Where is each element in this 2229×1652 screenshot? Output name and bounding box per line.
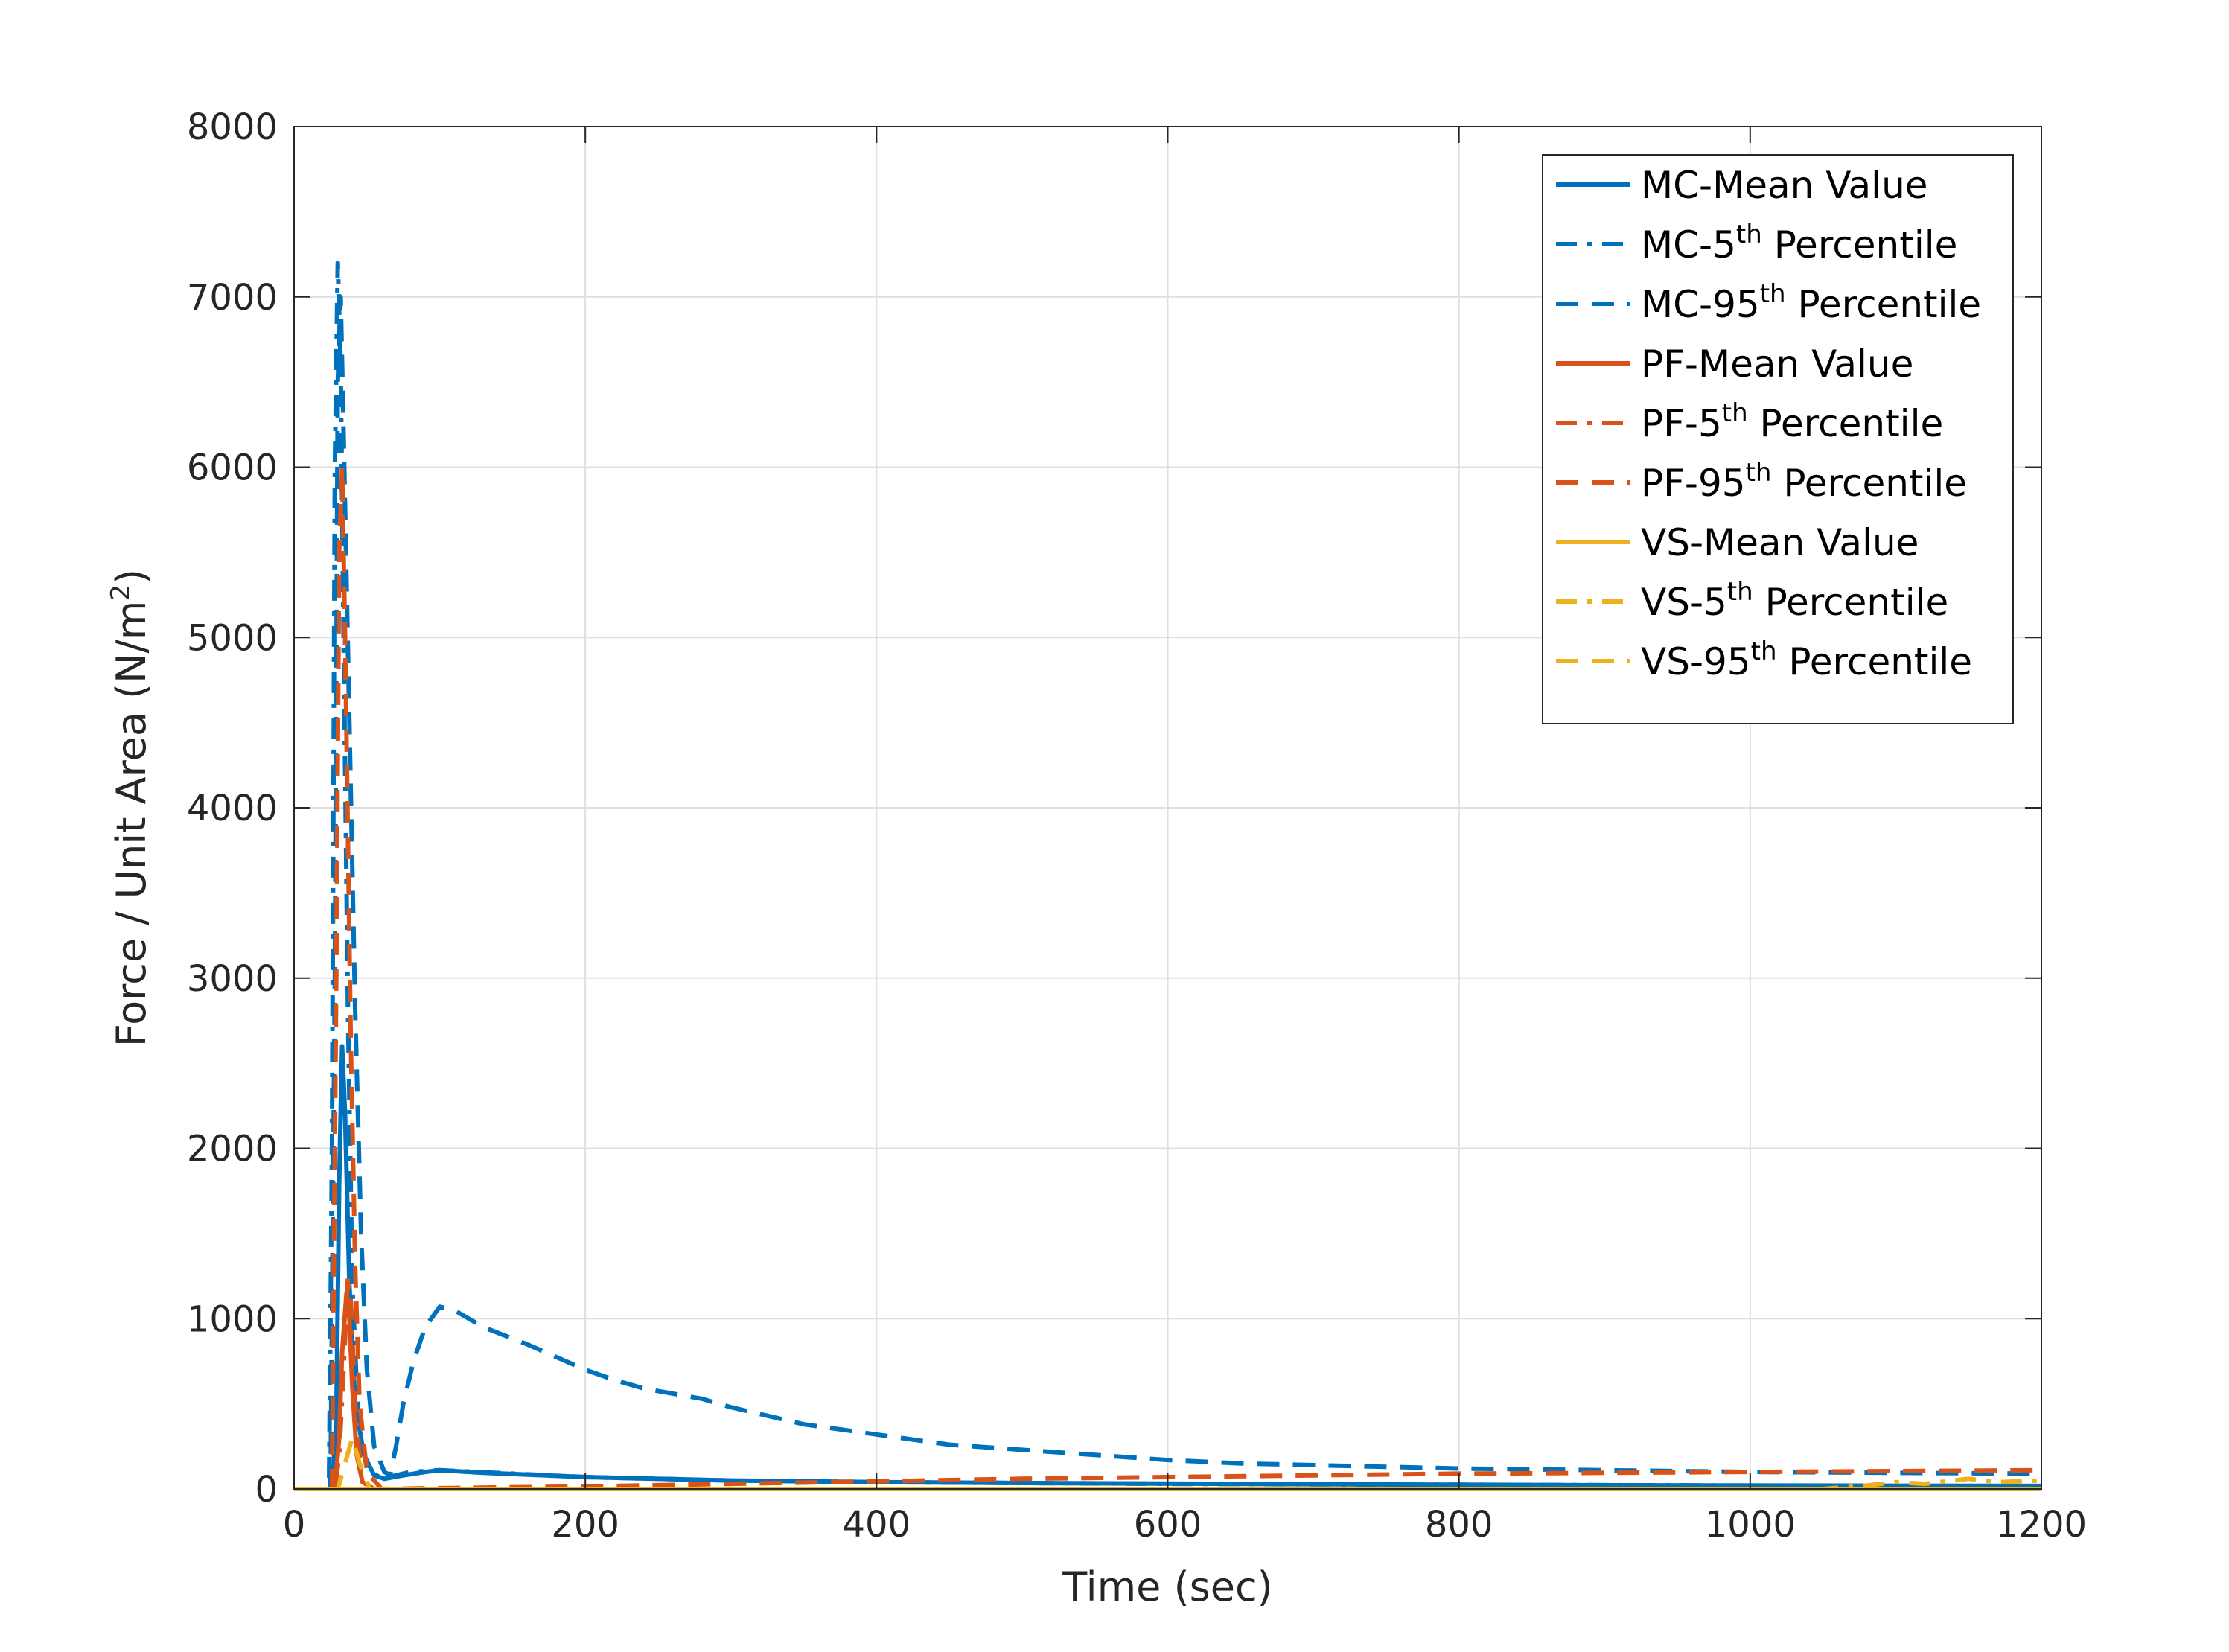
x-axis-title: Time (sec) bbox=[1062, 1563, 1273, 1610]
legend-entry-suffix: Percentile bbox=[1762, 223, 1958, 267]
y-tick-label: 8000 bbox=[187, 106, 278, 148]
legend-entry-suffix: Percentile bbox=[1786, 283, 1982, 326]
legend-entry-sup: th bbox=[1727, 577, 1753, 607]
y-tick-label: 6000 bbox=[187, 447, 278, 489]
x-tick-label: 800 bbox=[1425, 1504, 1493, 1546]
x-tick-label: 200 bbox=[551, 1504, 619, 1546]
y-axis-title: Force / Unit Area (N/m2) bbox=[106, 569, 155, 1047]
legend-entry-prefix: PF-Mean Value bbox=[1641, 342, 1913, 386]
y-tick-label: 3000 bbox=[187, 958, 278, 1000]
legend-entry-3: PF-Mean Value bbox=[1641, 342, 1913, 386]
legend-entry-sup: th bbox=[1751, 637, 1777, 666]
legend-entry-prefix: MC-5 bbox=[1641, 223, 1736, 267]
x-tick-label: 600 bbox=[1134, 1504, 1202, 1546]
x-tick-label: 1000 bbox=[1705, 1504, 1796, 1546]
legend-entry-sup: th bbox=[1722, 398, 1748, 428]
x-tick-label: 400 bbox=[843, 1504, 911, 1546]
y-tick-label: 2000 bbox=[187, 1129, 278, 1170]
legend-entry-suffix: Percentile bbox=[1748, 402, 1944, 445]
legend-entry-suffix: Percentile bbox=[1753, 581, 1949, 624]
legend-entry-0: MC-Mean Value bbox=[1641, 164, 1928, 207]
legend-entry-prefix: VS-5 bbox=[1641, 581, 1727, 624]
legend-entry-sup: th bbox=[1736, 220, 1762, 249]
y-axis-title-sup: 2 bbox=[106, 584, 135, 601]
y-tick-label: 0 bbox=[255, 1469, 278, 1511]
legend-entry-7: VS-5th Percentile bbox=[1641, 577, 1948, 624]
legend-entry-prefix: MC-Mean Value bbox=[1641, 164, 1928, 207]
legend-entry-prefix: PF-95 bbox=[1641, 462, 1746, 505]
x-tick-label: 0 bbox=[283, 1504, 306, 1546]
legend-entry-prefix: MC-95 bbox=[1641, 283, 1760, 326]
y-tick-label: 4000 bbox=[187, 788, 278, 829]
y-tick-label: 1000 bbox=[187, 1298, 278, 1340]
legend-entry-sup: th bbox=[1746, 458, 1772, 488]
legend-entry-2: MC-95th Percentile bbox=[1641, 279, 1981, 326]
legend-entry-5: PF-95th Percentile bbox=[1641, 458, 1967, 505]
legend-entry-4: PF-5th Percentile bbox=[1641, 398, 1943, 445]
legend-entry-1: MC-5th Percentile bbox=[1641, 220, 1957, 267]
legend-entry-prefix: PF-5 bbox=[1641, 402, 1722, 445]
axis-ticks: 0 200 400 600 800 1000 1200 0 1000 2000 3000 4000 50… bbox=[187, 106, 2087, 1546]
legend-entry-6: VS-Mean Value bbox=[1641, 521, 1919, 564]
y-tick-label: 7000 bbox=[187, 277, 278, 319]
legend-entry-prefix: VS-Mean Value bbox=[1641, 521, 1919, 564]
y-axis-title-tail: ) bbox=[108, 569, 155, 584]
y-axis-title-main: Force / Unit Area (N/m bbox=[108, 601, 155, 1047]
legend-entry-sup: th bbox=[1760, 279, 1786, 309]
series-line-4 bbox=[294, 1274, 2041, 1491]
series-line-2 bbox=[294, 294, 2042, 1491]
legend-entry-suffix: Percentile bbox=[1777, 640, 1973, 683]
legend-entry-suffix: Percentile bbox=[1771, 462, 1967, 505]
x-tick-label: 1200 bbox=[1996, 1504, 2087, 1546]
legend-box bbox=[1542, 154, 2014, 724]
legend-entry-prefix: VS-95 bbox=[1641, 640, 1751, 683]
legend-entry-8: VS-95th Percentile bbox=[1641, 637, 1972, 683]
y-tick-label: 5000 bbox=[187, 617, 278, 659]
